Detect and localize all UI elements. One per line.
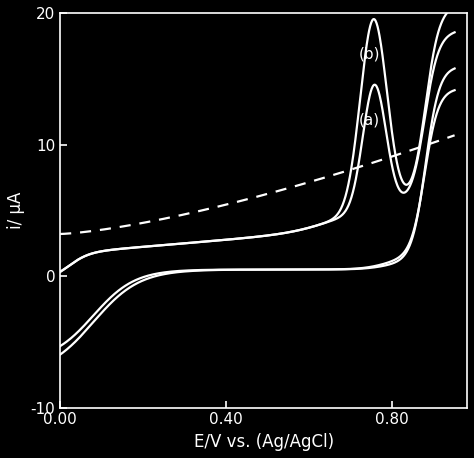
X-axis label: E/V vs. (Ag/AgCl): E/V vs. (Ag/AgCl) (193, 433, 334, 451)
Y-axis label: i/ μA: i/ μA (7, 191, 25, 229)
Text: (a): (a) (359, 113, 380, 128)
Text: (b): (b) (359, 47, 380, 62)
